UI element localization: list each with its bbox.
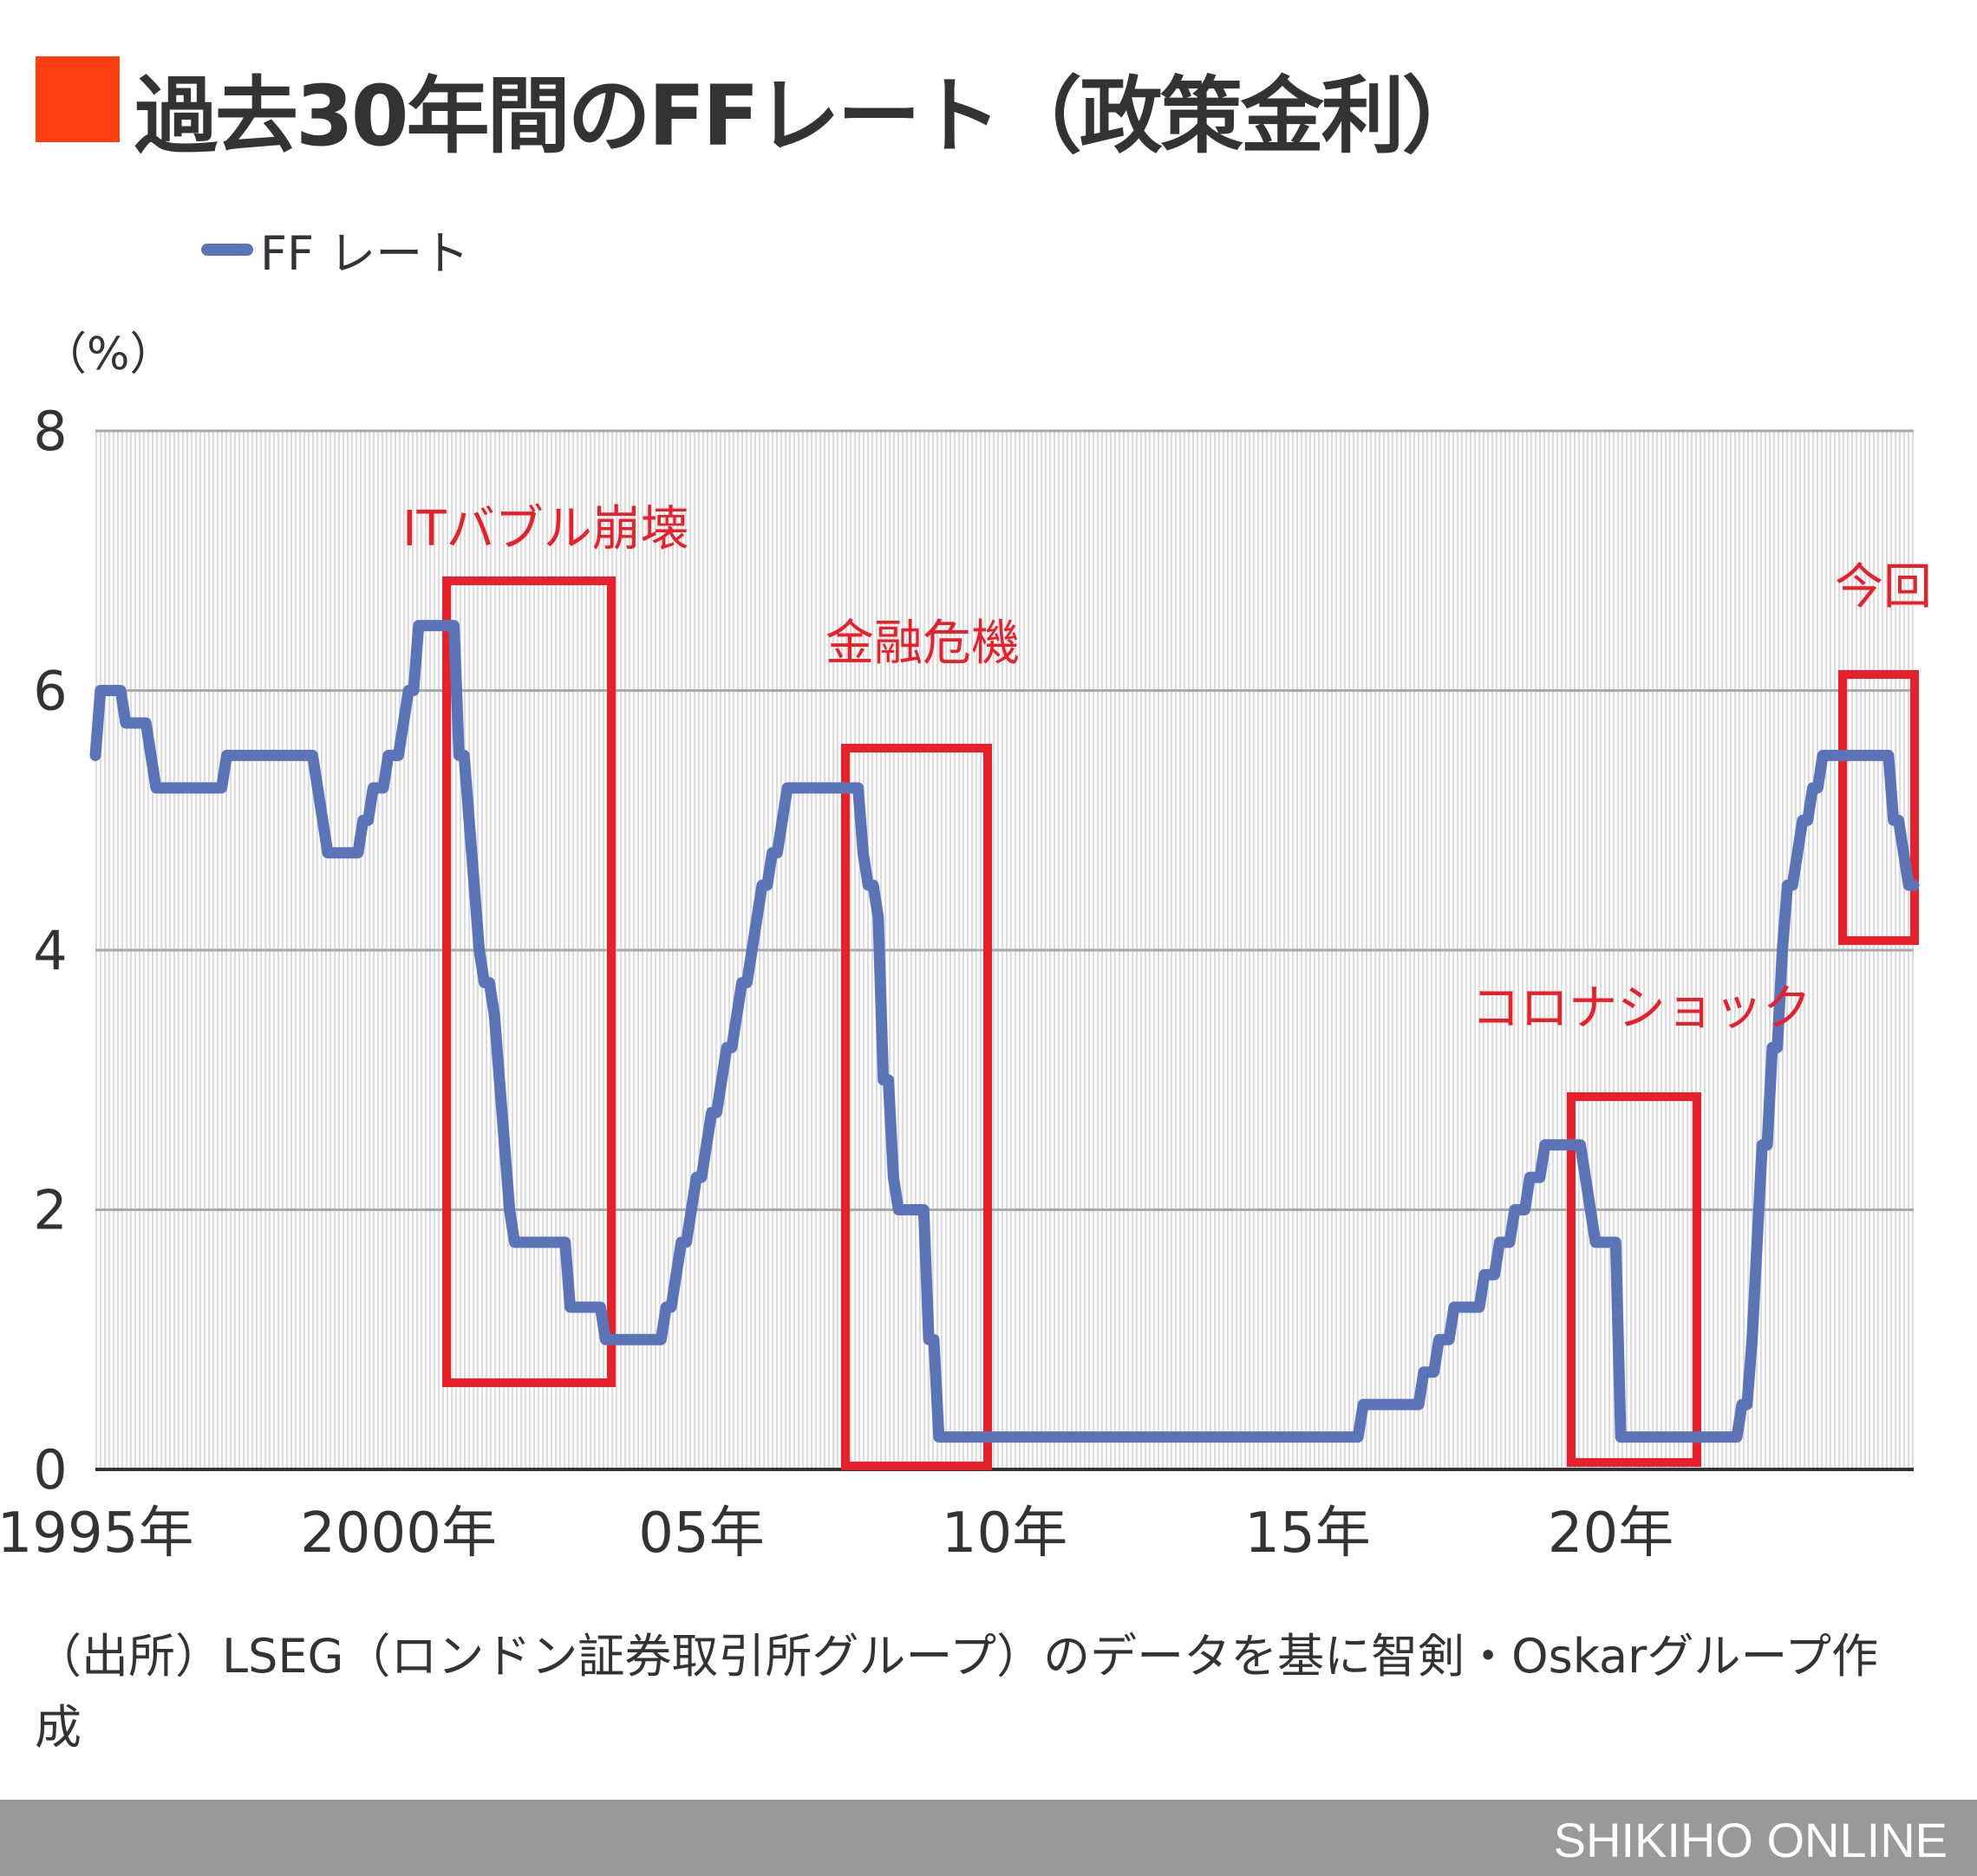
legend-swatch bbox=[201, 243, 253, 256]
y-tick-label: 6 bbox=[33, 660, 67, 723]
x-tick-label: 10年 bbox=[942, 1501, 1067, 1566]
annotation-label-current: 今回 bbox=[1835, 559, 1932, 616]
title-mark bbox=[36, 56, 120, 142]
x-tick-label: 05年 bbox=[638, 1501, 764, 1566]
annotation-box-current bbox=[1838, 670, 1919, 945]
x-tick-label: 20年 bbox=[1548, 1501, 1674, 1566]
y-tick-label: 0 bbox=[33, 1438, 67, 1501]
y-axis-unit: （%） bbox=[42, 329, 175, 381]
annotation-box-covid bbox=[1567, 1092, 1701, 1467]
footer-brand: SHIKIHO ONLINE bbox=[1553, 1813, 1948, 1867]
annotation-box-financial-crisis bbox=[841, 744, 992, 1470]
x-tick-label: 15年 bbox=[1244, 1501, 1370, 1566]
chart-title: 過去30年間のFFレート（政策金利） bbox=[134, 68, 1485, 165]
annotation-label-it-bubble: ITバブル崩壊 bbox=[402, 501, 689, 557]
legend-label: FF レート bbox=[260, 226, 470, 281]
legend: FF レート bbox=[201, 215, 469, 283]
footer-bar: SHIKIHO ONLINE bbox=[0, 1800, 1977, 1876]
series-line-ff-rate bbox=[89, 620, 1920, 1443]
annotation-label-covid: コロナショック bbox=[1471, 980, 1811, 1037]
annotation-box-it-bubble bbox=[442, 576, 616, 1387]
x-tick-label: 1995年 bbox=[0, 1501, 193, 1566]
x-tick-label: 2000年 bbox=[300, 1501, 497, 1566]
y-tick-label: 8 bbox=[33, 400, 67, 463]
source-note: （出所）LSEG（ロンドン証券取引所グループ）のデータを基に智剣・Oskarグル… bbox=[35, 1629, 1879, 1755]
y-tick-label: 4 bbox=[33, 919, 67, 982]
annotation-label-financial-crisis: 金融危機 bbox=[825, 616, 1020, 672]
y-tick-label: 2 bbox=[33, 1179, 67, 1242]
